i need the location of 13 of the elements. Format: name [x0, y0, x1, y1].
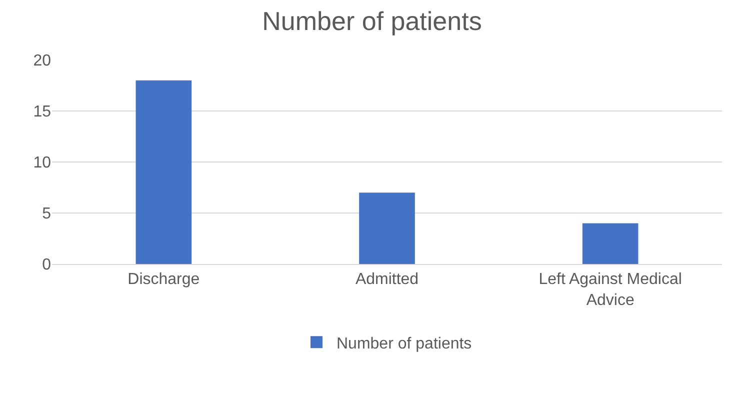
chart-title: Number of patients — [262, 6, 482, 36]
y-tick-label: 5 — [42, 206, 52, 223]
x-tick-label: Left Against Medical Advice — [538, 271, 682, 309]
y-tick-label: 20 — [33, 52, 52, 70]
x-tick-label: Discharge — [128, 271, 200, 288]
legend-label: Number of patients — [336, 335, 472, 352]
bar — [582, 223, 638, 264]
bar — [359, 192, 415, 264]
y-tick-label: 0 — [42, 256, 52, 274]
bar — [136, 80, 192, 264]
y-tick-label: 15 — [33, 104, 52, 121]
x-tick-label: Admitted — [355, 271, 419, 288]
y-tick-label: 10 — [33, 154, 52, 172]
